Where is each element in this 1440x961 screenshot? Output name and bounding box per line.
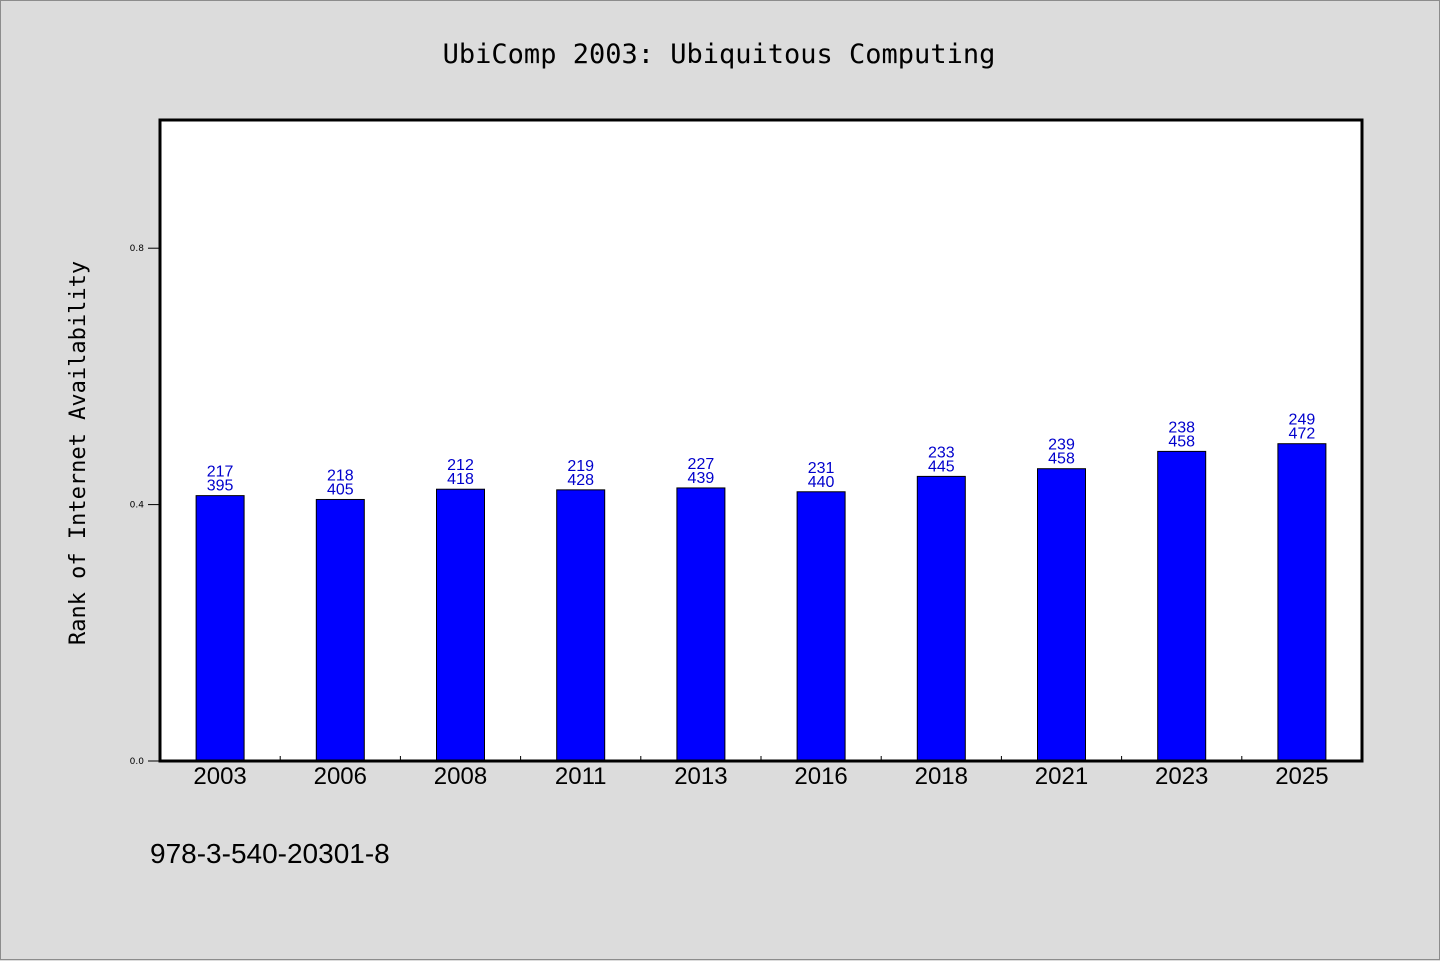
data-label-top-2013: 227 [688, 456, 715, 473]
x-tick-label-2018: 2018 [915, 763, 968, 790]
x-tick-label-2025: 2025 [1275, 763, 1328, 790]
bar-2023 [1157, 450, 1207, 762]
bar-2025 [1277, 443, 1327, 762]
y-axis-label: Rank of Internet Availability [66, 261, 91, 645]
data-label-bottom-2025: 472 [1289, 426, 1316, 443]
x-tick-label-2003: 2003 [193, 763, 246, 790]
data-labels-layer: 2173952184052124182194282274392314402334… [207, 412, 1316, 499]
bar-2016 [796, 491, 846, 762]
bar-2021 [1037, 468, 1086, 762]
bar-2018 [916, 475, 966, 762]
data-label-top-2021: 239 [1048, 437, 1075, 454]
bar-2011 [556, 489, 606, 762]
y-axis-ticks: 0.0 0.4 0.8 [130, 244, 160, 767]
data-label-bottom-2013: 439 [688, 470, 715, 487]
bar-2006 [315, 498, 365, 762]
isbn-footer-text: 978-3-540-20301-8 [150, 838, 390, 869]
bar-2013 [676, 487, 726, 762]
x-axis-ticks: 2003 2006 2008 2011 2013 2016 2018 2021 2023 2025 [193, 756, 1329, 790]
x-tick-label-2008: 2008 [434, 763, 487, 790]
x-tick-label-2013: 2013 [674, 763, 727, 790]
y-tick-label: 0.4 [130, 501, 145, 511]
bars-layer [195, 443, 1327, 762]
x-tick-label-2021: 2021 [1035, 763, 1088, 790]
chart-title: UbiComp 2003: Ubiquitous Computing [443, 39, 996, 70]
data-label-bottom-2006: 405 [327, 481, 354, 498]
data-label-bottom-2003: 395 [207, 478, 234, 495]
x-tick-label-2011: 2011 [555, 763, 607, 790]
data-label-top-2018: 233 [928, 444, 955, 461]
data-label-bottom-2008: 418 [447, 471, 474, 488]
data-label-top-2006: 218 [327, 467, 354, 484]
x-tick-label-2023: 2023 [1155, 763, 1208, 790]
data-label-top-2011: 219 [567, 458, 594, 475]
data-label-top-2008: 212 [447, 457, 474, 474]
data-label-top-2023: 238 [1168, 419, 1195, 436]
data-label-bottom-2023: 458 [1168, 433, 1195, 450]
data-label-bottom-2018: 445 [928, 458, 955, 475]
data-label-top-2016: 231 [808, 460, 835, 477]
x-tick-label-2006: 2006 [314, 763, 367, 790]
bar-2003 [195, 495, 245, 762]
plot-border [158, 118, 1364, 763]
data-label-top-2025: 249 [1289, 412, 1316, 429]
y-tick-label: 0.8 [130, 244, 145, 254]
data-label-bottom-2016: 440 [808, 474, 835, 491]
data-label-top-2003: 217 [207, 464, 234, 481]
bar-2008 [436, 488, 485, 762]
data-label-bottom-2021: 458 [1048, 451, 1075, 468]
data-label-bottom-2011: 428 [567, 472, 594, 489]
x-tick-label-2016: 2016 [794, 763, 847, 790]
y-tick-label: 0.0 [130, 757, 145, 767]
